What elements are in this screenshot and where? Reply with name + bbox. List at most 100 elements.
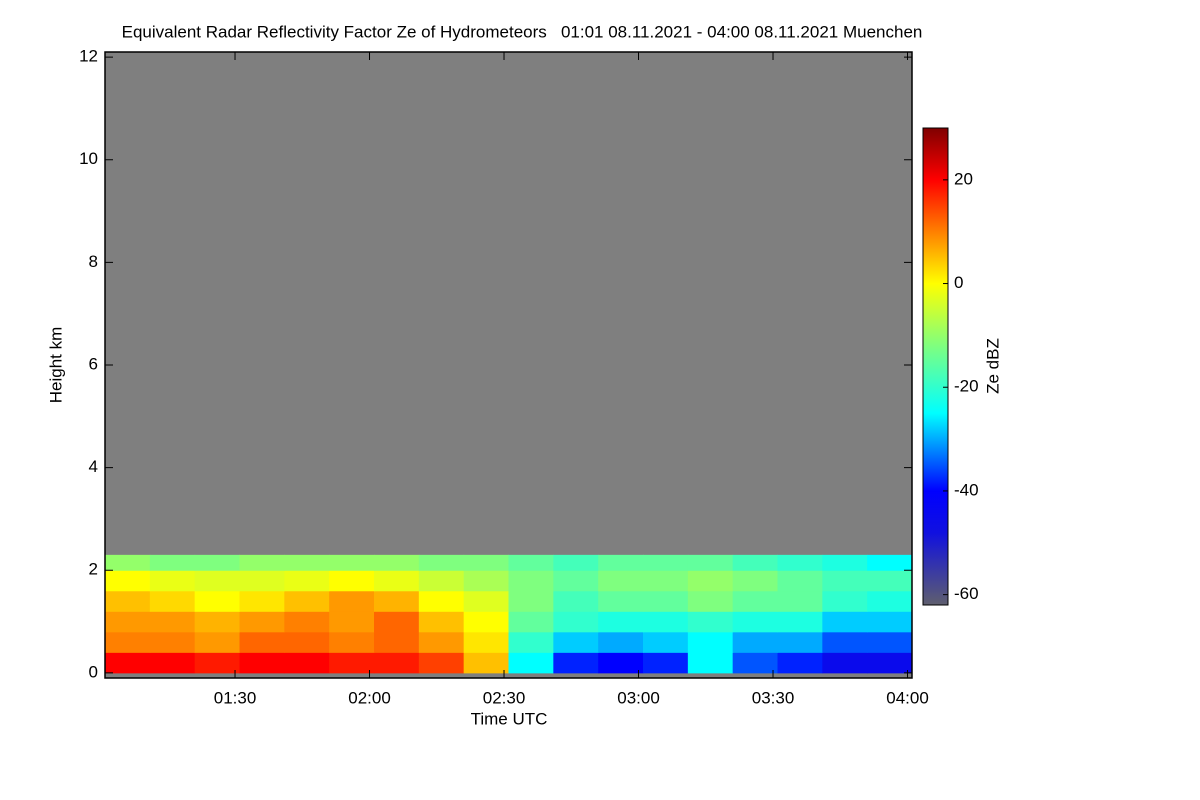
y-tick-label: 4 [89,457,98,476]
colorbar-label: Ze dBZ [983,338,1002,394]
heat-cell [553,570,599,592]
y-tick-label: 6 [89,354,98,373]
heat-cell [508,631,554,653]
heat-cell [867,554,912,571]
heat-cell [508,652,554,674]
heat-cell [643,570,689,592]
heat-cell [822,611,868,633]
heat-cell [329,590,375,612]
heat-cell [284,570,330,592]
heat-cell [105,631,151,653]
heat-cell [149,590,196,612]
heat-cell [598,652,644,674]
heat-cell [508,570,554,592]
heat-cell [643,590,689,612]
heat-cell [418,611,465,633]
heat-cell [284,611,330,633]
colorbar-tick-label: -40 [954,480,979,499]
colorbar-tick-label: -60 [954,584,979,603]
colorbar-tick-label: 0 [954,273,963,292]
heat-cell [329,631,375,653]
heat-cell [374,570,420,592]
heat-cell [777,652,823,674]
heat-cell [149,611,196,633]
heat-cell [149,631,196,653]
heat-cell [598,570,644,592]
heat-cell [463,652,509,674]
heat-cell [105,570,151,592]
heat-cell [777,554,823,571]
heat-cell [329,554,375,571]
heat-cell [508,590,554,612]
heat-cell [822,570,868,592]
heat-cell [194,570,240,592]
heat-cell [105,590,151,612]
heat-cell [194,631,240,653]
colorbar [922,127,949,606]
heat-cell [374,611,420,633]
heat-cell [732,554,778,571]
y-axis-label: Height km [46,327,65,404]
heat-cell [374,554,420,571]
heat-cell [643,631,689,653]
heat-cell [867,631,912,653]
heat-cell [553,652,599,674]
heat-cell [598,631,644,653]
heat-cell [687,631,734,653]
heat-cell [687,652,734,674]
heat-cell [598,611,644,633]
y-tick-label: 0 [89,662,98,681]
heat-cell [149,554,196,571]
x-tick-label: 03:30 [752,688,795,707]
chart-title: Equivalent Radar Reflectivity Factor Ze … [122,22,923,41]
heat-cell [687,554,734,571]
heat-cell [822,652,868,674]
heat-cell [777,570,823,592]
heat-cell [732,652,778,674]
heat-cell [687,590,734,612]
heat-cell [508,611,554,633]
heat-cell [239,570,285,592]
heat-cell [418,590,465,612]
heat-cell [418,570,465,592]
heat-cell [239,631,285,653]
heat-cell [239,590,285,612]
y-tick-label: 8 [89,252,98,271]
heat-cell [553,590,599,612]
heat-cell [867,652,912,674]
heat-cell [329,611,375,633]
heat-cell [239,611,285,633]
heat-cell [732,631,778,653]
heat-cell [643,554,689,571]
heat-cell [463,611,509,633]
heat-cell [643,611,689,633]
heat-cell [687,570,734,592]
heat-cell [105,554,151,571]
y-tick-label: 12 [79,47,98,66]
heat-cell [732,611,778,633]
heat-cell [463,590,509,612]
heat-cell [822,631,868,653]
heat-cell [418,631,465,653]
heat-cell [194,652,240,674]
heat-cell [822,590,868,612]
x-tick-label: 02:00 [348,688,391,707]
heat-cell [194,611,240,633]
heat-cell [329,652,375,674]
heat-cell [284,631,330,653]
heat-cell [777,611,823,633]
heat-cell [643,652,689,674]
colorbar-tick-label: -20 [954,377,979,396]
heat-cell [239,554,285,571]
heat-cell [867,611,912,633]
heat-cell [732,590,778,612]
heat-cell [867,570,912,592]
y-tick-label: 2 [89,560,98,579]
x-axis-label: Time UTC [471,709,548,728]
heat-cell [284,652,330,674]
heat-cell [418,652,465,674]
heat-cell [105,611,151,633]
heat-cell [463,570,509,592]
heat-cell [284,590,330,612]
